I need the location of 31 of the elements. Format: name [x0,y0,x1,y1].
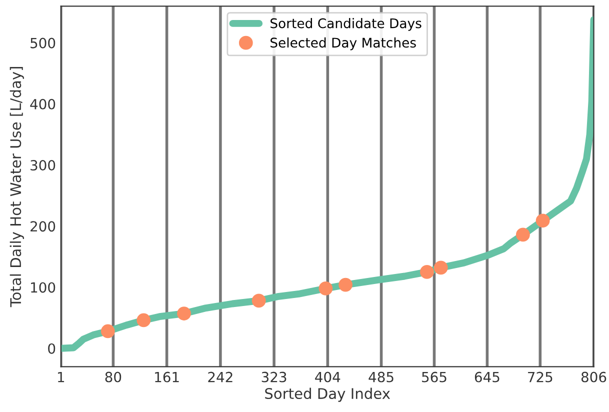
legend-label: Selected Day Matches [270,37,416,50]
legend-label: Sorted Candidate Days [270,18,422,31]
y-tick-label: 0 [48,343,56,354]
point [252,294,266,308]
y-tick-label: 400 [30,98,56,110]
x-tick-label: 323 [262,372,286,382]
point [420,265,434,279]
point [434,260,448,275]
point [516,228,530,242]
y-axis-title: Total Daily Hot Water Use [L/day] [10,67,24,308]
x-tick-label: 485 [368,372,394,382]
x-tick-label: 242 [208,372,232,382]
x-axis-title: Sorted Day Index [265,388,390,402]
x-tick-label: 1 [58,372,64,382]
x-tick-label: 806 [581,372,606,382]
x-tick-label: 645 [474,372,500,382]
y-tick-label: 500 [30,38,56,48]
point [100,324,115,338]
x-tick-label: 404 [315,372,340,382]
x-tick-label: 161 [155,372,179,382]
point [136,313,151,328]
x-tick-label: 725 [528,372,552,382]
point [338,278,352,292]
point [536,214,550,228]
point [177,306,191,320]
x-tick-label: 565 [422,372,446,382]
y-tick-label: 200 [30,221,56,232]
y-tick-label: 100 [31,282,56,293]
y-tick-label: 300 [30,160,56,171]
x-tick-label: 80 [105,372,122,382]
point [318,282,333,296]
